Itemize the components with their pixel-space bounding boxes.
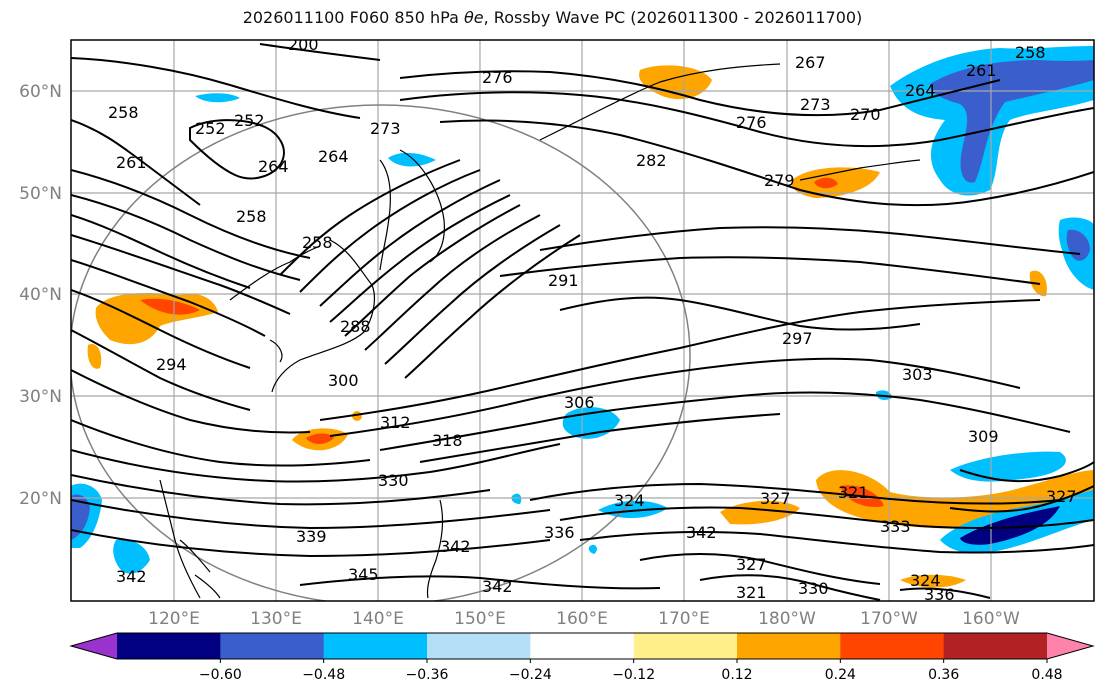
map-title: 2026011100 F060 850 hPa θe, Rossby Wave … — [242, 8, 863, 27]
contour-label: 309 — [968, 427, 999, 446]
contour-label: 300 — [328, 371, 359, 390]
contour-label: 327 — [1046, 487, 1077, 506]
contour-label: 321 — [838, 483, 869, 502]
lat-label: 60°N — [19, 82, 62, 102]
contour-label: 273 — [800, 95, 831, 114]
contour-label: 336 — [924, 585, 955, 604]
contour-label: 270 — [850, 105, 881, 124]
colorbar-tick-label: 0.48 — [1031, 667, 1062, 683]
colorbar-tick-label: −0.36 — [406, 667, 449, 683]
lon-label: 140°E — [352, 609, 404, 629]
colorbar-tick-label: 0.12 — [721, 667, 752, 683]
contour-label: 258 — [302, 233, 333, 252]
colorbar-tick-label: −0.48 — [302, 667, 345, 683]
contour-label: 327 — [736, 555, 767, 574]
contour-label: 318 — [432, 431, 463, 450]
contour-label: 342 — [116, 567, 147, 586]
lat-label: 50°N — [19, 184, 62, 204]
colorbar-outline — [69, 632, 1095, 660]
lon-label: 160°E — [556, 609, 608, 629]
lat-labels: 60°N 50°N 40°N 30°N 20°N — [19, 82, 62, 509]
colorbar-segment — [840, 633, 945, 659]
contour-label: 264 — [258, 157, 289, 176]
contour-label: 261 — [116, 153, 147, 172]
lon-labels: 120°E 130°E 140°E 150°E 160°E 170°E 180°… — [148, 609, 1020, 629]
contour-label: 261 — [966, 61, 997, 80]
contour-label: 200 — [288, 35, 319, 54]
contour-label: 258 — [1015, 43, 1046, 62]
lon-label: 160°W — [962, 609, 1020, 629]
colorbar-tick-label: −0.24 — [509, 667, 552, 683]
contour-label: 288 — [340, 317, 371, 336]
colorbar-extend-high — [1047, 633, 1093, 659]
contour-label: 342 — [440, 537, 471, 556]
contour-label: 276 — [482, 68, 513, 87]
lat-label: 30°N — [19, 387, 62, 407]
theta-e-contours — [71, 43, 1094, 601]
colorbar: −0.60 −0.48 −0.36 −0.24 −0.12 0.12 0.24 0.36 0.4… — [69, 632, 1095, 683]
contour-label: 279 — [764, 171, 795, 190]
contour-label: 276 — [736, 113, 767, 132]
colorbar-segment — [530, 633, 635, 659]
contour-label: 264 — [905, 81, 936, 100]
contour-label: 252 — [195, 119, 226, 138]
colorbar-segment — [323, 633, 428, 659]
colorbar-tick-label: −0.12 — [612, 667, 655, 683]
contour-label: 330 — [798, 579, 829, 598]
colorbar-extend-low — [71, 633, 117, 659]
colorbar-segment — [737, 633, 841, 659]
contour-label: 339 — [296, 527, 327, 546]
lon-label: 130°E — [250, 609, 302, 629]
contour-labels: 200 276 258 252 252 273 264 261 258 264 … — [108, 35, 1077, 604]
contour-label: 258 — [108, 103, 139, 122]
contour-label: 258 — [236, 207, 267, 226]
lon-label: 120°E — [148, 609, 200, 629]
contour-label: 297 — [782, 329, 813, 348]
lon-label: 150°E — [454, 609, 506, 629]
contour-label: 291 — [548, 271, 579, 290]
contour-label: 252 — [234, 111, 265, 130]
lon-label: 170°W — [860, 609, 918, 629]
map-frame — [70, 39, 1095, 602]
colorbar-segment — [427, 633, 531, 659]
contour-label: 345 — [348, 565, 379, 584]
lon-label: 170°E — [658, 609, 710, 629]
contour-label: 321 — [736, 583, 767, 602]
contour-label: 342 — [482, 577, 513, 596]
contour-label: 324 — [614, 491, 645, 510]
contour-label: 294 — [156, 355, 187, 374]
lat-label: 40°N — [19, 285, 62, 305]
colorbar-tick-label: −0.60 — [199, 667, 242, 683]
contour-label: 330 — [378, 471, 409, 490]
lat-label: 20°N — [19, 489, 62, 509]
contour-label: 333 — [880, 517, 911, 536]
colorbar-segment — [117, 633, 221, 659]
contour-label: 324 — [910, 571, 941, 590]
contour-label: 312 — [380, 413, 411, 432]
colorbar-segment — [220, 633, 325, 659]
colorbar-tick-label: 0.36 — [928, 667, 959, 683]
contour-label: 282 — [636, 151, 667, 170]
contour-label: 306 — [564, 393, 595, 412]
great-circle — [71, 104, 691, 601]
contour-label: 336 — [544, 523, 575, 542]
contour-label: 303 — [902, 365, 933, 384]
colorbar-tick-label: 0.24 — [825, 667, 856, 683]
lon-label: 180°W — [758, 609, 816, 629]
contour-label: 273 — [370, 119, 401, 138]
contour-label: 264 — [318, 147, 349, 166]
contour-label: 267 — [795, 53, 826, 72]
contour-label: 327 — [760, 489, 791, 508]
contour-label: 342 — [686, 523, 717, 542]
colorbar-segment — [943, 633, 1048, 659]
colorbar-segment — [633, 633, 738, 659]
